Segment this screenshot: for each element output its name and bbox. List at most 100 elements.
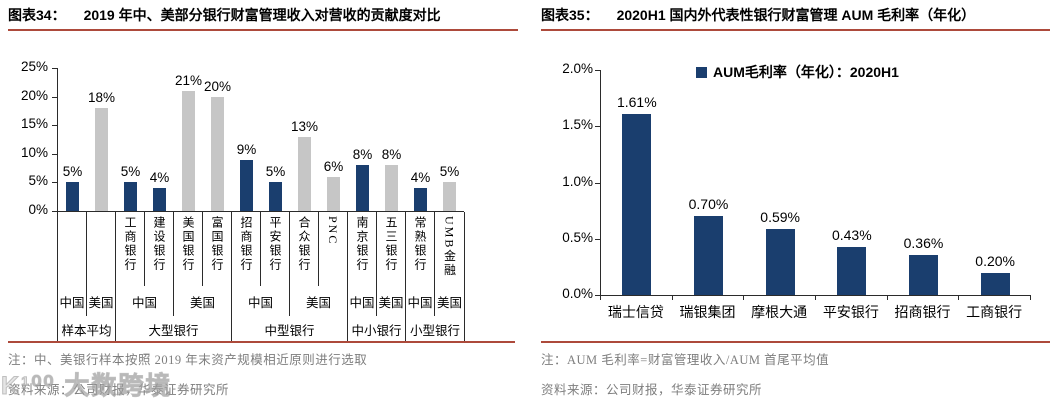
right-y-tick-mark <box>595 182 600 184</box>
left-bank-row: 工商银行 建设银行 美国银行 富国银行 招商银行 平安银行 合众银行 PNC 南京银行 五三银行 常… <box>58 212 464 286</box>
figure-35-panel: 图表35： 2020H1 国内外代表性银行财富管理 AUM 毛利率（年化） AU… <box>531 0 1063 406</box>
bar <box>694 216 723 295</box>
figure-34-header: 图表34： 2019 年中、美部分银行财富管理收入对营收的贡献度对比 <box>8 0 518 31</box>
figure-34-label: 图表34： <box>8 6 66 23</box>
country-label-cell: 中国 <box>116 286 174 316</box>
left-y-tick-label: 0% <box>28 202 48 217</box>
bank-name-label: 建设银行 <box>152 216 166 272</box>
bank-name-label: 工商银行 <box>123 216 137 272</box>
country-label-cell: 美国 <box>174 286 232 316</box>
right-y-tick-label: 0.0% <box>562 286 593 301</box>
legend-swatch-icon <box>696 66 707 78</box>
bar <box>211 96 224 211</box>
country-label-cell: 中国 <box>232 286 290 316</box>
bar-value-label: 0.20% <box>975 252 1015 269</box>
bank-name-cell <box>87 212 116 286</box>
bar <box>385 165 398 211</box>
right-x-tick-mark <box>886 296 888 300</box>
figure-35-title: 2020H1 国内外代表性银行财富管理 AUM 毛利率（年化） <box>616 6 976 23</box>
bank-name-label: 南京银行 <box>355 216 369 272</box>
bar-value-label: 1.61% <box>616 93 657 110</box>
bar-value-label: 9% <box>236 141 257 157</box>
bar-value-label: 0.59% <box>760 208 800 225</box>
country-label-cell: 中国 <box>348 286 377 316</box>
right-y-tick-label: 1.0% <box>562 173 593 189</box>
bar <box>269 182 282 211</box>
group-label-cell: 中小银行 <box>348 316 406 343</box>
bar <box>240 159 253 211</box>
right-y-tick-mark <box>595 126 600 128</box>
figure-35-header: 图表35： 2020H1 国内外代表性银行财富管理 AUM 毛利率（年化） <box>541 0 1050 31</box>
left-y-tick-label: 5% <box>28 173 48 189</box>
bar-value-label: 5% <box>62 164 83 180</box>
bank-name-cell: 合众银行 <box>290 212 319 286</box>
figure-34-source: 资料来源：公司财报，华泰证券研究所 <box>8 383 230 397</box>
bar-value-label: 4% <box>149 170 170 186</box>
bar-value-label: 5% <box>265 164 286 180</box>
bank-name-label: 美国银行 <box>181 216 195 272</box>
group-label-cell: 中型银行 <box>232 316 348 343</box>
x-category-label: 瑞银集团 <box>679 306 736 321</box>
figure-35-note: 注：AUM 毛利率=财富管理收入/AUM 首尾平均值 <box>541 353 830 367</box>
bar <box>765 228 795 295</box>
bar <box>356 165 369 211</box>
right-separator-rule <box>541 341 1050 343</box>
right-x-tick-mark <box>600 296 601 300</box>
right-y-tick-label: 0.5% <box>562 229 593 245</box>
bar <box>443 182 456 211</box>
bank-name-cell: 美国银行 <box>174 212 203 286</box>
left-y-tick-mark <box>52 125 57 127</box>
right-chart-plot: 1.61% 0.70% 0.59% 0.43% 0.36% 0.20% <box>600 70 1031 296</box>
country-label-cell: 美国 <box>377 286 406 316</box>
bank-name-cell: 常熟银行 <box>406 212 435 286</box>
bank-name-label: UMB金融 <box>442 216 457 278</box>
bar-value-label: 4% <box>410 170 431 186</box>
country-label-cell: 美国 <box>87 286 116 316</box>
legend-text: AUM毛利率（年化）：2020H1 <box>713 64 899 80</box>
figure-34-note: 注：中、美银行样本按照 2019 年末资产规模相近原则进行选取 <box>8 353 368 367</box>
x-category-label: 平安银行 <box>822 306 879 321</box>
right-y-tick-label: 2.0% <box>562 61 593 76</box>
right-x-tick-mark <box>815 296 816 300</box>
figure-35-label: 图表35： <box>541 6 599 23</box>
country-label-cell: 美国 <box>436 295 462 310</box>
bar <box>909 254 938 295</box>
right-x-tick-mark <box>671 296 673 300</box>
bank-name-label: 合众银行 <box>297 216 311 272</box>
bank-name-cell: 建设银行 <box>145 212 174 286</box>
bar <box>298 136 311 211</box>
left-separator-rule <box>8 341 515 343</box>
bar <box>414 188 427 211</box>
bank-name-cell: 工商银行 <box>116 212 145 286</box>
bank-name-cell: 招商银行 <box>232 212 261 286</box>
bank-name-label: 常熟银行 <box>413 216 427 272</box>
figure-34-title: 2019 年中、美部分银行财富管理收入对营收的贡献度对比 <box>83 6 441 23</box>
bar-value-label: 0.36% <box>903 234 944 251</box>
bank-name-label: 招商银行 <box>239 216 253 272</box>
bar-value-label: 8% <box>352 147 373 163</box>
x-category-label: 工商银行 <box>966 306 1023 321</box>
watermark: K¹⁰⁰ 大数跨境 <box>0 372 173 401</box>
bank-name-label: PNC <box>326 216 340 246</box>
left-y-tick-label: 25% <box>20 59 48 74</box>
right-y-tick-label: 1.5% <box>562 117 593 133</box>
bar-value-label: 20% <box>203 78 232 94</box>
bank-name-cell: 五三银行 <box>377 212 406 286</box>
bar <box>182 90 195 211</box>
bar-value-label: 0.43% <box>831 226 872 243</box>
right-x-tick-mark <box>743 296 745 300</box>
country-label-cell: 中国 <box>406 286 435 316</box>
bar <box>95 108 108 211</box>
bar <box>124 182 137 211</box>
right-y-tick-mark <box>595 238 600 240</box>
x-category-label: 瑞士信贷 <box>607 306 664 321</box>
bank-name-cell: PNC <box>319 212 348 286</box>
left-y-tick-mark <box>52 182 57 184</box>
bar-value-label: 18% <box>87 90 116 106</box>
figure-34-panel: 图表34： 2019 年中、美部分银行财富管理收入对营收的贡献度对比 5% 18%… <box>0 0 531 406</box>
right-chart-legend: AUM毛利率（年化）：2020H1 <box>696 62 899 82</box>
country-label-cell: 中国 <box>58 286 87 316</box>
figure-35-source: 资料来源：公司财报，华泰证券研究所 <box>541 383 763 397</box>
bank-name-cell: 平安银行 <box>261 212 290 286</box>
